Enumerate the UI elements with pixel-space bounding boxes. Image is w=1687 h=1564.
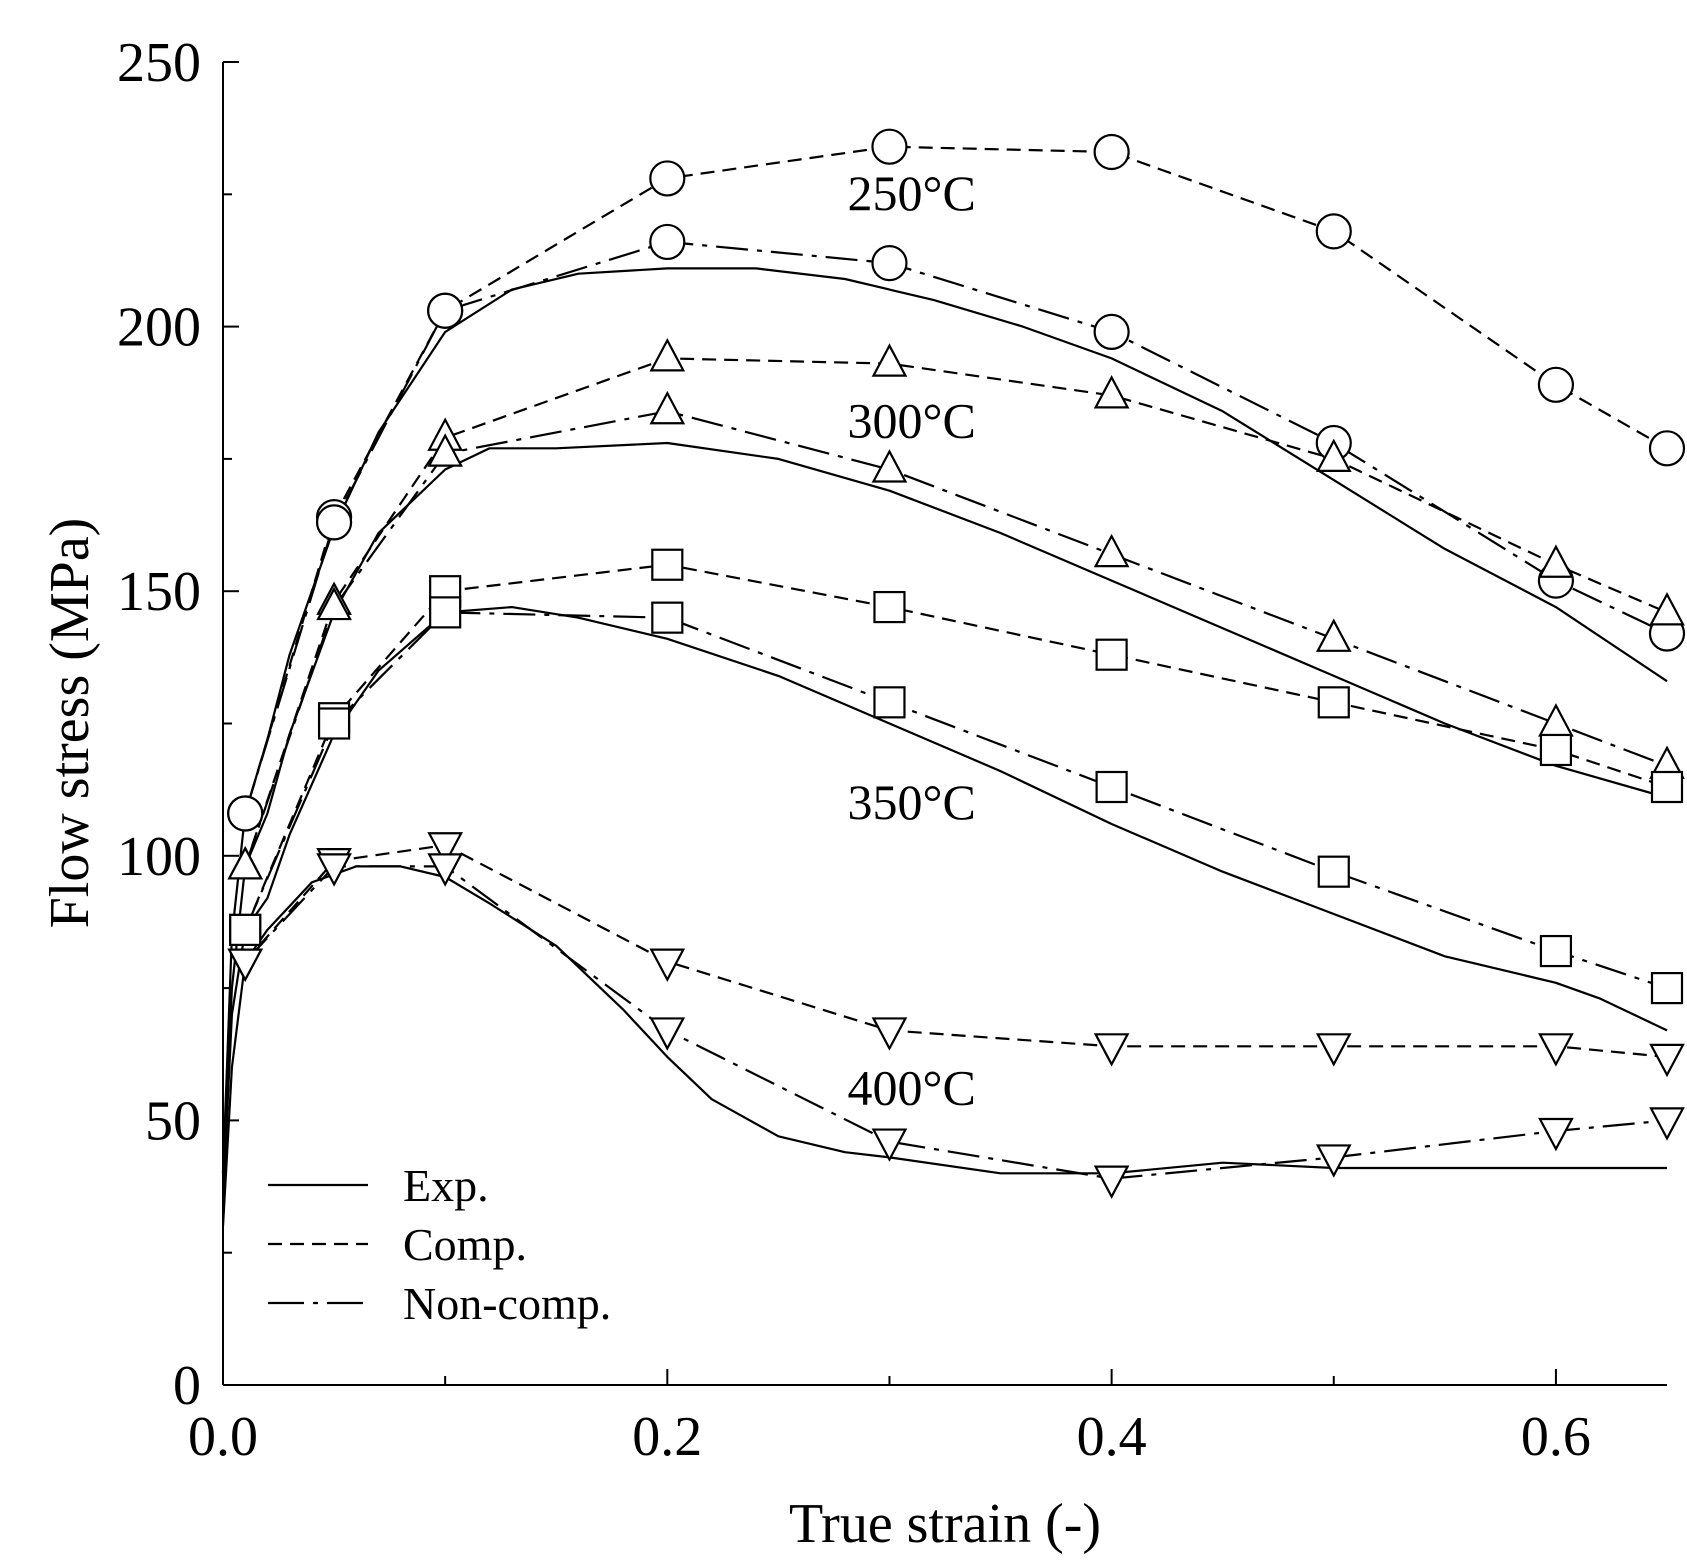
data-point-400c-non-comp-0 [227,948,264,982]
data-point-300c-non-comp-4 [871,449,908,483]
temperature-label-350c: 350°C [847,774,975,830]
data-point-400c-non-comp-5 [1093,1165,1130,1199]
data-point-400c-comp-8 [1649,1043,1685,1078]
data-point-250c-comp-5 [1093,133,1130,171]
data-point-250c-non-comp-5 [1093,313,1130,350]
series-line-350c-exp [221,605,1668,1200]
y-tick-label-3: 150 [117,561,201,623]
y-tick-label-4: 200 [117,297,201,359]
x-tick-label-1: 0.2 [632,1406,702,1468]
markers-layer [227,128,1686,1199]
series-line-400c-non-comp [244,865,1668,1180]
legend: Exp. Comp. Non-comp. [268,1160,611,1329]
data-point-350c-non-comp-0 [229,913,262,946]
data-point-400c-comp-7 [1538,1033,1574,1067]
data-point-300c-non-comp-3 [649,390,686,425]
x-tick-label-3: 0.6 [1521,1406,1591,1468]
temperature-annotations: 250°C 300°C 350°C 400°C [847,165,975,1115]
data-point-250c-comp-7 [1537,366,1575,403]
data-point-250c-non-comp-4 [871,244,908,282]
data-point-300c-comp-8 [1649,592,1685,626]
data-point-350c-non-comp-4 [873,686,906,719]
series-line-300c-exp [221,441,1668,1174]
y-tick-label-2: 100 [117,826,201,888]
x-tick-label-0: 0.0 [188,1406,258,1468]
data-point-250c-comp-6 [1315,213,1352,250]
ticks-layer: 0 50 100 150 200 250 0.0 0.2 0.4 0.6 [117,32,1591,1468]
data-point-300c-non-comp-0 [227,846,264,880]
data-point-350c-comp-6 [1317,686,1350,719]
series-line-250c-comp [244,145,1668,814]
series-line-300c-non-comp [244,410,1668,867]
data-point-300c-non-comp-6 [1315,618,1352,652]
series-line-400c-exp [221,865,1667,1227]
data-point-400c-non-comp-4 [871,1128,908,1162]
data-point-400c-non-comp-8 [1649,1107,1685,1141]
series-line-250c-exp [221,267,1668,1174]
data-point-250c-comp-3 [649,160,686,197]
data-point-300c-non-comp-7 [1538,703,1574,737]
y-tick-label-5: 250 [117,32,201,94]
data-point-350c-non-comp-7 [1539,934,1573,968]
legend-label-dashdot: Non-comp. [403,1278,611,1329]
data-point-400c-comp-5 [1093,1033,1130,1067]
data-point-250c-comp-4 [871,128,908,165]
x-tick-label-2: 0.4 [1077,1406,1147,1468]
data-point-400c-comp-2 [427,832,463,866]
data-point-250c-non-comp-0 [227,795,264,832]
data-point-350c-comp-5 [1095,638,1128,671]
data-point-400c-non-comp-6 [1315,1144,1352,1178]
y-tick-label-0: 0 [173,1355,201,1417]
data-point-400c-non-comp-3 [649,1017,686,1051]
data-point-250c-non-comp-1 [315,504,353,541]
temperature-label-250c: 250°C [847,165,975,221]
series-line-400c-comp [244,844,1668,1058]
data-point-350c-comp-8 [1650,770,1684,804]
data-point-350c-non-comp-2 [429,596,462,629]
data-point-350c-comp-3 [651,548,684,581]
data-point-300c-comp-4 [871,343,908,377]
data-point-300c-comp-3 [649,338,686,372]
data-point-300c-comp-6 [1315,438,1352,472]
data-point-300c-comp-7 [1538,544,1574,578]
y-tick-label-1: 50 [145,1090,201,1152]
temperature-label-400c: 400°C [847,1060,975,1116]
data-point-350c-non-comp-1 [317,707,351,740]
data-point-250c-non-comp-2 [427,292,464,329]
data-point-300c-non-comp-2 [427,433,463,467]
y-axis-title: Flow stress (MPa) [39,518,101,929]
temperature-label-300c: 300°C [847,393,975,449]
data-point-400c-comp-6 [1315,1033,1352,1067]
data-point-400c-non-comp-1 [316,853,352,887]
data-point-350c-non-comp-5 [1095,770,1128,804]
data-point-250c-comp-8 [1648,430,1686,467]
data-point-400c-non-comp-2 [427,853,463,887]
data-point-350c-non-comp-8 [1650,971,1684,1005]
data-point-400c-comp-3 [649,948,686,982]
data-point-400c-non-comp-7 [1538,1117,1574,1152]
data-point-250c-non-comp-3 [649,223,686,261]
data-point-350c-comp-4 [873,590,906,624]
legend-label-solid: Exp. [403,1160,489,1211]
legend-label-dashed: Comp. [403,1219,527,1270]
data-point-350c-non-comp-3 [651,601,684,634]
data-point-350c-comp-7 [1539,733,1573,767]
data-point-300c-comp-5 [1093,375,1130,409]
data-point-400c-comp-4 [871,1017,908,1051]
data-point-300c-non-comp-5 [1093,533,1130,568]
data-point-300c-non-comp-1 [316,586,352,621]
x-axis-title: True strain (-) [789,1493,1101,1555]
data-point-350c-non-comp-6 [1317,855,1350,888]
